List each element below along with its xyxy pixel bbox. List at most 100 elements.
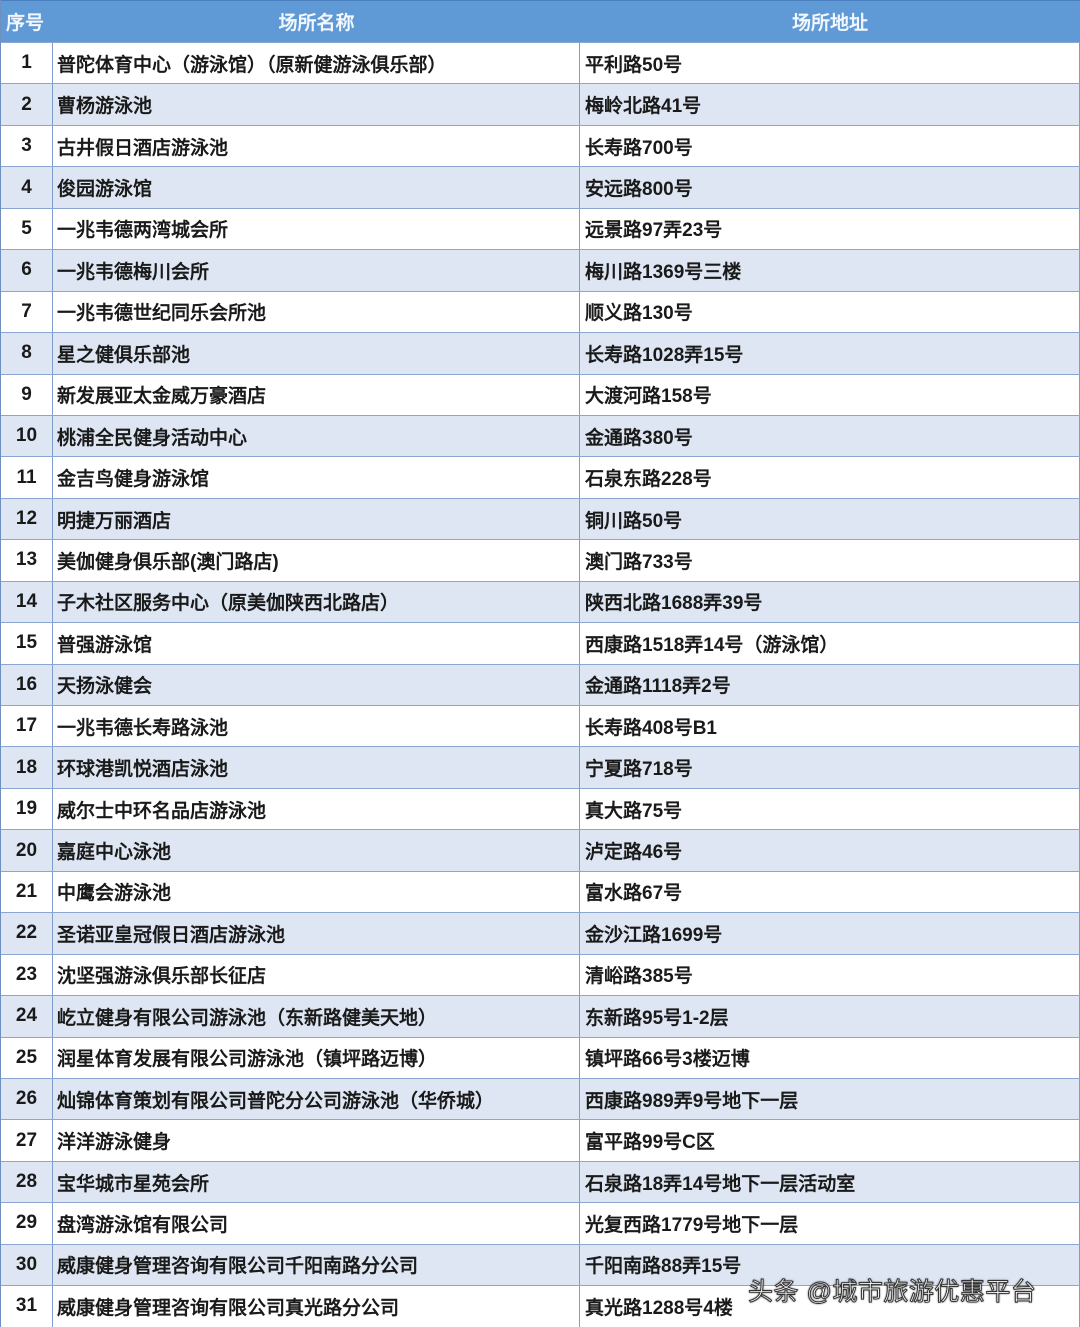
row-index: 19 — [1, 788, 53, 830]
row-index: 20 — [1, 830, 53, 871]
row-index: 1 — [1, 43, 53, 84]
row-index: 8 — [1, 333, 53, 374]
row-index: 23 — [1, 954, 53, 996]
row-index: 31 — [1, 1286, 53, 1327]
row-index: 13 — [1, 540, 53, 581]
row-index: 21 — [1, 871, 53, 913]
row-name: 环球港凯悦酒店泳池 — [53, 747, 580, 788]
row-index: 2 — [1, 84, 53, 125]
table-header: 序号 场所名称 场所地址 — [1, 0, 1080, 42]
row-index: 29 — [1, 1203, 53, 1244]
table-row: 24 屹立健身有限公司游泳池（东新路健美天地） 东新路95号1-2层 — [1, 995, 1080, 1037]
table-row: 22 圣诺亚皇冠假日酒店游泳池 金沙江路1699号 — [1, 912, 1080, 954]
row-name: 威尔士中环名品店游泳池 — [53, 788, 580, 830]
watermark: 头条 @城市旅游优惠平台 — [747, 1278, 1037, 1307]
row-index: 15 — [1, 623, 53, 664]
row-name: 一兆韦德世纪同乐会所池 — [53, 291, 580, 333]
row-address: 金通路1118弄2号 — [580, 664, 1080, 705]
row-index: 14 — [1, 581, 53, 623]
row-address: 安远路800号 — [580, 167, 1080, 208]
row-index: 5 — [1, 208, 53, 250]
table-row: 10 桃浦全民健身活动中心 金通路380号 — [1, 414, 1080, 457]
row-name: 普强游泳馆 — [53, 623, 580, 664]
row-name: 屹立健身有限公司游泳池（东新路健美天地） — [53, 996, 580, 1037]
row-address: 金通路380号 — [580, 415, 1080, 457]
table-row: 26 灿锦体育策划有限公司普陀分公司游泳池（华侨城） 西康路989弄9号地下一层 — [1, 1077, 1080, 1120]
row-index: 6 — [1, 250, 53, 291]
row-address: 梅岭北路41号 — [580, 84, 1080, 125]
row-address: 石泉东路228号 — [580, 457, 1080, 498]
row-index: 10 — [1, 415, 53, 457]
row-name: 威康健身管理咨询有限公司真光路分公司 — [53, 1286, 580, 1327]
row-index: 17 — [1, 706, 53, 747]
table-row: 30 威康健身管理咨询有限公司千阳南路分公司 千阳南路88弄15号 — [1, 1243, 1080, 1286]
row-index: 22 — [1, 913, 53, 954]
row-name: 曹杨游泳池 — [53, 84, 580, 125]
table-row: 14 子木社区服务中心（原美伽陕西北路店） 陕西北路1688弄39号 — [1, 580, 1080, 623]
row-index: 30 — [1, 1244, 53, 1286]
row-name: 威康健身管理咨询有限公司千阳南路分公司 — [53, 1244, 580, 1286]
row-address: 长寿路1028弄15号 — [580, 333, 1080, 374]
header-index: 序号 — [6, 13, 45, 34]
row-name: 天扬泳健会 — [53, 664, 580, 705]
header-address: 场所地址 — [791, 13, 868, 34]
table-row: 1 普陀体育中心（游泳馆）（原新健游泳俱乐部） 平利路50号 — [1, 42, 1080, 84]
table-row: 27 洋洋游泳健身 富平路99号C区 — [1, 1119, 1080, 1161]
table-body: 1 普陀体育中心（游泳馆）（原新健游泳俱乐部） 平利路50号 2 曹杨游泳池 梅岭北路41… — [1, 42, 1080, 1327]
row-name: 一兆韦德两湾城会所 — [53, 208, 580, 250]
table-row: 18 环球港凯悦酒店泳池 宁夏路718号 — [1, 746, 1080, 788]
row-address: 顺义路130号 — [580, 291, 1080, 333]
row-address: 平利路50号 — [580, 43, 1080, 84]
table-row: 7 一兆韦德世纪同乐会所池 顺义路130号 — [1, 290, 1080, 333]
row-index: 4 — [1, 167, 53, 208]
row-name: 嘉庭中心泳池 — [53, 830, 580, 871]
row-index: 3 — [1, 125, 53, 167]
table-row: 8 星之健俱乐部池 长寿路1028弄15号 — [1, 332, 1080, 374]
row-index: 27 — [1, 1120, 53, 1161]
table-row: 11 金吉鸟健身游泳馆 石泉东路228号 — [1, 456, 1080, 498]
row-index: 16 — [1, 664, 53, 705]
table-row: 12 明捷万丽酒店 铜川路50号 — [1, 497, 1080, 540]
row-address: 长寿路700号 — [580, 125, 1080, 167]
row-address: 大渡河路158号 — [580, 374, 1080, 415]
row-name: 一兆韦德梅川会所 — [53, 250, 580, 291]
row-name: 普陀体育中心（游泳馆）（原新健游泳俱乐部） — [53, 43, 580, 84]
table-row: 5 一兆韦德两湾城会所 远景路97弄23号 — [1, 207, 1080, 250]
row-name: 金吉鸟健身游泳馆 — [53, 457, 580, 498]
row-name: 新发展亚太金威万豪酒店 — [53, 374, 580, 415]
table-row: 21 中鹰会游泳池 富水路67号 — [1, 870, 1080, 913]
row-name: 古井假日酒店游泳池 — [53, 125, 580, 167]
table-row: 13 美伽健身俱乐部(澳门路店) 澳门路733号 — [1, 539, 1080, 581]
row-address: 长寿路408号B1 — [580, 706, 1080, 747]
row-address: 泸定路46号 — [580, 830, 1080, 871]
row-address: 石泉路18弄14号地下一层活动室 — [580, 1161, 1080, 1203]
table-row: 20 嘉庭中心泳池 泸定路46号 — [1, 829, 1080, 871]
header-name: 场所名称 — [278, 13, 355, 34]
table-row: 23 沈坚强游泳俱乐部长征店 清峪路385号 — [1, 953, 1080, 996]
row-name: 子木社区服务中心（原美伽陕西北路店） — [53, 581, 580, 623]
row-address: 真大路75号 — [580, 788, 1080, 830]
row-index: 25 — [1, 1037, 53, 1078]
table-row: 17 一兆韦德长寿路泳池 长寿路408号B1 — [1, 705, 1080, 747]
row-index: 18 — [1, 747, 53, 788]
row-name: 润星体育发展有限公司游泳池（镇坪路迈博） — [53, 1037, 580, 1078]
table-row: 31 威康健身管理咨询有限公司真光路分公司 真光路1288号4楼 — [1, 1285, 1080, 1327]
row-address: 西康路1518弄14号（游泳馆） — [580, 623, 1080, 664]
row-name: 洋洋游泳健身 — [53, 1120, 580, 1161]
row-address: 东新路95号1-2层 — [580, 996, 1080, 1037]
row-index: 26 — [1, 1078, 53, 1120]
row-index: 28 — [1, 1161, 53, 1203]
table-row: 2 曹杨游泳池 梅岭北路41号 — [1, 83, 1080, 125]
table-row: 3 古井假日酒店游泳池 长寿路700号 — [1, 124, 1080, 167]
row-address: 西康路989弄9号地下一层 — [580, 1078, 1080, 1120]
table-row: 15 普强游泳馆 西康路1518弄14号（游泳馆） — [1, 622, 1080, 664]
row-name: 一兆韦德长寿路泳池 — [53, 706, 580, 747]
row-address: 光复西路1779号地下一层 — [580, 1203, 1080, 1244]
row-name: 中鹰会游泳池 — [53, 871, 580, 913]
row-address: 梅川路1369号三楼 — [580, 250, 1080, 291]
row-name: 美伽健身俱乐部(澳门路店) — [53, 540, 580, 581]
row-address: 远景路97弄23号 — [580, 208, 1080, 250]
row-name: 宝华城市星苑会所 — [53, 1161, 580, 1203]
row-name: 沈坚强游泳俱乐部长征店 — [53, 954, 580, 996]
